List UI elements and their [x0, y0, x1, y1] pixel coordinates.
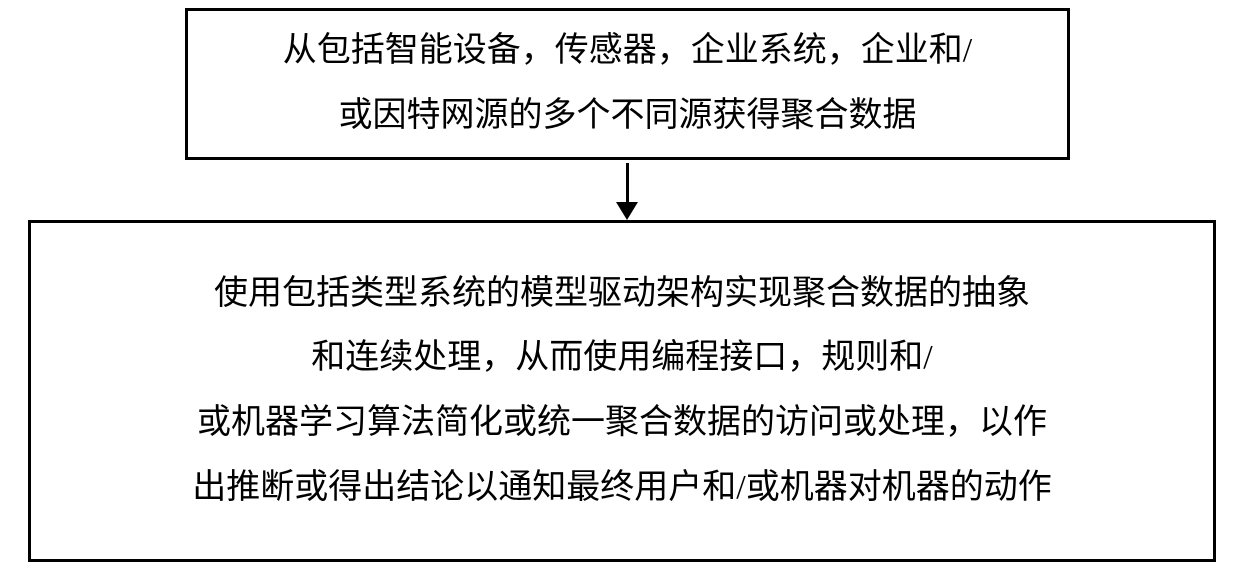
arrow-shaft — [626, 163, 629, 202]
box2-line-3: 或机器学习算法简化或统一聚合数据的访问或处理，以作 — [197, 391, 1047, 456]
box2-line-1: 使用包括类型系统的模型驱动架构实现聚合数据的抽象 — [214, 262, 1030, 327]
diagram-canvas: 从包括智能设备，传感器，企业系统，企业和/ 或因特网源的多个不同源获得聚合数据 … — [0, 0, 1240, 579]
arrow-head-icon — [616, 202, 638, 220]
box1-line-1: 从包括智能设备，传感器，企业系统，企业和/ — [283, 19, 972, 84]
box2-line-4: 出推断或得出结论以通知最终用户和/或机器对机器的动作 — [192, 456, 1051, 521]
box1-line-2: 或因特网源的多个不同源获得聚合数据 — [339, 84, 917, 149]
flow-node-model-driven-processing: 使用包括类型系统的模型驱动架构实现聚合数据的抽象 和连续处理，从而使用编程接口，… — [28, 220, 1216, 562]
flow-node-data-acquisition: 从包括智能设备，传感器，企业系统，企业和/ 或因特网源的多个不同源获得聚合数据 — [185, 8, 1070, 160]
box2-line-2: 和连续处理，从而使用编程接口，规则和/ — [311, 326, 932, 391]
